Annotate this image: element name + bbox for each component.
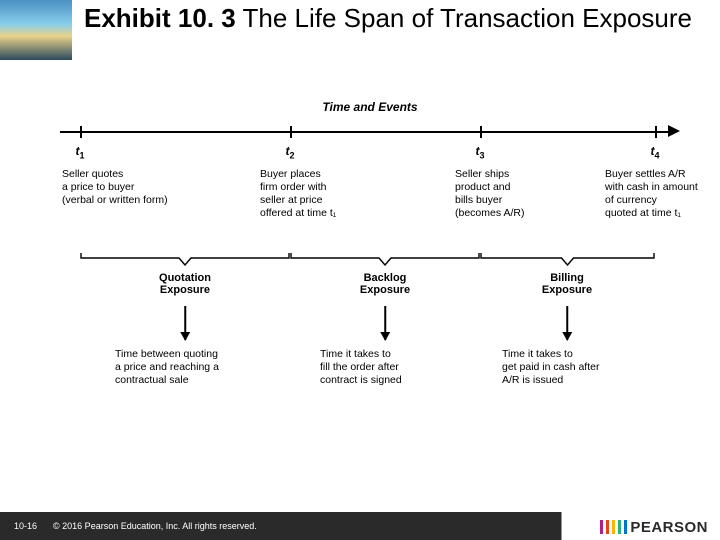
timeline-diagram: Time and Events t1 t2 t3 t4 Seller quotesa p… [60, 100, 680, 460]
event-text: Buyer placesfirm order withseller at pri… [260, 168, 390, 221]
logo-bar [606, 520, 609, 534]
axis-line [60, 131, 670, 133]
pearson-logo: PEARSON [600, 519, 708, 536]
down-arrow [184, 306, 186, 340]
event-text: Seller shipsproduct andbills buyer(becom… [455, 168, 585, 221]
time-label: t3 [475, 144, 484, 160]
exposure-label: BillingExposure [542, 272, 592, 296]
axis-arrowhead [668, 125, 680, 137]
decorative-thumbnail [0, 0, 72, 60]
exposure-label: QuotationExposure [159, 272, 211, 296]
page-number: 10-16 [14, 521, 37, 531]
logo-bar [600, 520, 603, 534]
tick-mark [80, 126, 82, 138]
tick-mark [655, 126, 657, 138]
logo-bar [618, 520, 621, 534]
axis-title: Time and Events [60, 100, 680, 114]
down-arrow [566, 306, 568, 340]
logo-text: PEARSON [630, 519, 708, 536]
copyright-text: © 2016 Pearson Education, Inc. All right… [53, 521, 257, 531]
exposure-description: Time it takes toget paid in cash afterA/… [502, 348, 652, 387]
time-label: t1 [75, 144, 84, 160]
time-label: t4 [650, 144, 659, 160]
exhibit-number: Exhibit 10. 3 [84, 3, 236, 33]
logo-bar [624, 520, 627, 534]
tick-mark [480, 126, 482, 138]
timeline-axis [60, 126, 680, 138]
title-text: The Life Span of Transaction Exposure [236, 3, 692, 33]
bracket [80, 252, 290, 266]
bracket [290, 252, 480, 266]
tick-mark [290, 126, 292, 138]
exposure-description: Time between quotinga price and reaching… [115, 348, 265, 387]
exposure-description: Time it takes tofill the order aftercont… [320, 348, 470, 387]
event-text: Seller quotesa price to buyer(verbal or … [62, 168, 192, 207]
slide-title: Exhibit 10. 3 The Life Span of Transacti… [84, 4, 700, 34]
exposure-label: BacklogExposure [360, 272, 410, 296]
footer-bar: 10-16 © 2016 Pearson Education, Inc. All… [0, 512, 720, 540]
down-arrow [384, 306, 386, 340]
bracket [480, 252, 655, 266]
logo-bar [612, 520, 615, 534]
time-label: t2 [285, 144, 294, 160]
event-text: Buyer settles A/Rwith cash in amountof c… [605, 168, 720, 221]
